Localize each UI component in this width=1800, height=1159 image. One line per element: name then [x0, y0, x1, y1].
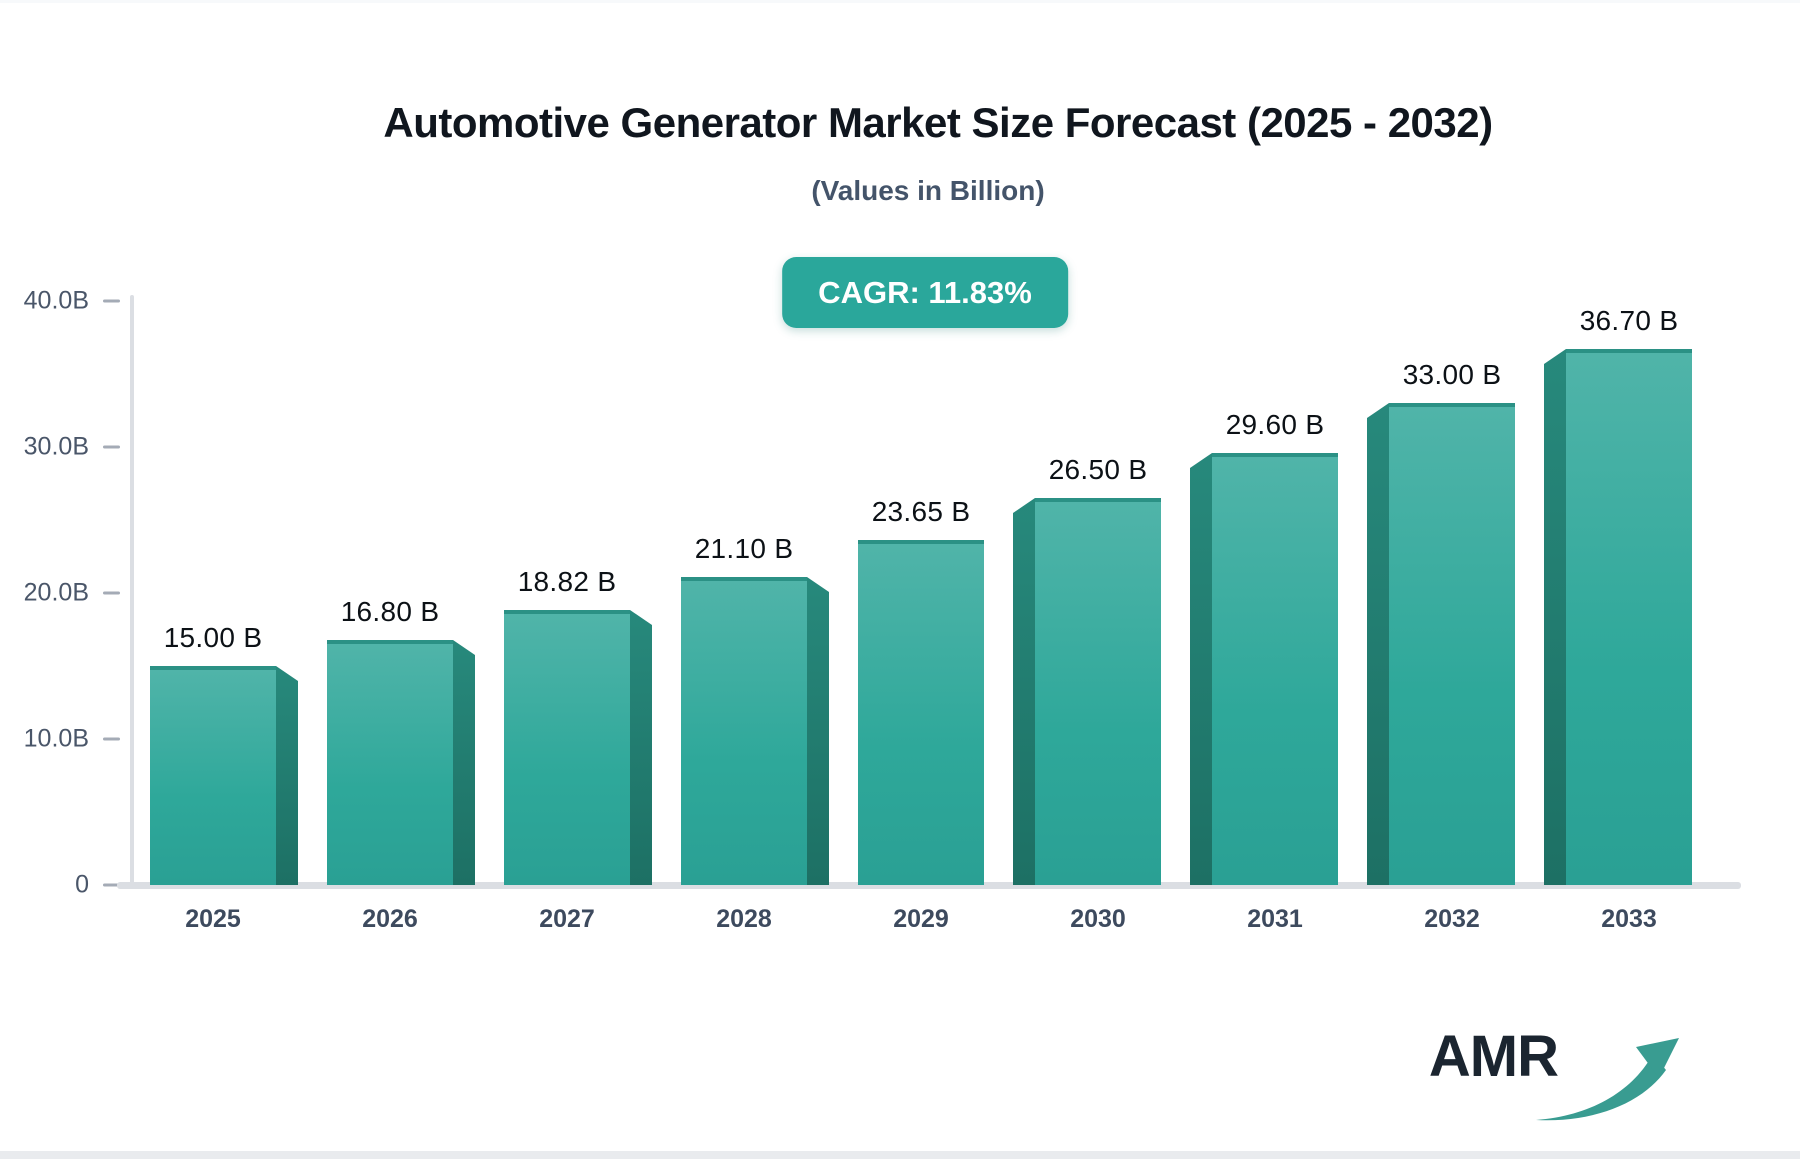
- y-axis: 40.0B 30.0B 20.0B 10.0B 0: [0, 287, 120, 899]
- bar-3d-side: [1190, 453, 1212, 885]
- y-axis-tick: 0: [19, 871, 120, 900]
- bar[interactable]: [1367, 403, 1515, 885]
- bar-3d-side: [276, 666, 298, 885]
- x-axis-category-label: 2030: [1070, 905, 1126, 933]
- bar-group: 29.60 B 2031: [1190, 301, 1389, 933]
- bar-group: 16.80 B 2026: [327, 301, 504, 933]
- bar-3d-side: [630, 610, 652, 885]
- bar[interactable]: [327, 640, 475, 885]
- bar-value-label: 29.60 B: [1225, 409, 1325, 440]
- chart-title: Automotive Generator Market Size Forecas…: [383, 99, 1493, 146]
- bar[interactable]: [1190, 453, 1338, 885]
- chart-subtitle: (Values in Billion): [811, 175, 1045, 206]
- cagr-badge: CAGR: 11.83%: [782, 257, 1068, 328]
- tick-mark: [103, 591, 120, 595]
- y-axis-tick: 20.0B: [19, 579, 120, 608]
- bar-3d-side: [1544, 349, 1566, 885]
- bar-value-label: 18.82 B: [517, 566, 617, 597]
- bar-group: 21.10 B 2028: [681, 301, 858, 933]
- x-axis-baseline: [117, 882, 1741, 889]
- amr-logo-text: AMR: [1428, 1024, 1559, 1089]
- bar-group: 23.65 B 2029: [858, 301, 1035, 933]
- y-axis-tick: 10.0B: [19, 725, 120, 754]
- bar-3d-side: [1013, 498, 1035, 885]
- bar-value-label: 21.10 B: [694, 533, 794, 564]
- bar-3d-side: [807, 577, 829, 885]
- bar[interactable]: [858, 540, 984, 885]
- trend-up-arrow-icon: [1536, 1038, 1679, 1121]
- bar[interactable]: [504, 610, 652, 885]
- bars-container: 15.00 B 2025 16.80 B 2026 18.82 B 2027 2…: [150, 301, 1743, 933]
- tick-mark: [103, 299, 120, 303]
- tick-mark: [103, 737, 120, 741]
- bar-3d-side: [1367, 403, 1389, 885]
- x-axis-category-label: 2028: [716, 905, 772, 933]
- bar-group: 15.00 B 2025: [150, 301, 327, 933]
- bar-group: 36.70 B 2033: [1544, 301, 1743, 933]
- bar-value-label: 15.00 B: [163, 622, 263, 653]
- bar-group: 26.50 B 2030: [1013, 301, 1212, 933]
- bar-value-label: 26.50 B: [1048, 454, 1148, 485]
- bar-value-label: 36.70 B: [1579, 305, 1679, 336]
- x-axis-category-label: 2026: [362, 905, 418, 933]
- bar[interactable]: [1544, 349, 1692, 885]
- x-axis-category-label: 2033: [1601, 905, 1657, 933]
- bar-group: 33.00 B 2032: [1367, 301, 1566, 933]
- x-axis-category-label: 2025: [185, 905, 241, 933]
- bar[interactable]: [681, 577, 829, 885]
- tick-mark: [103, 445, 120, 449]
- tick-mark: [103, 883, 120, 887]
- y-axis-tick-label: 0: [75, 870, 89, 899]
- amr-logo: AMR: [1429, 1028, 1682, 1125]
- bar-group: 18.82 B 2027: [504, 301, 681, 933]
- y-axis-line: [130, 295, 134, 885]
- bar-value-label: 23.65 B: [871, 496, 971, 527]
- bar-value-label: 33.00 B: [1402, 359, 1502, 390]
- x-axis-category-label: 2029: [893, 905, 949, 933]
- y-axis-tick: 30.0B: [19, 433, 120, 462]
- bar[interactable]: [150, 666, 298, 885]
- y-axis-tick: 40.0B: [19, 287, 120, 316]
- x-axis-category-label: 2032: [1424, 905, 1480, 933]
- y-axis-tick-label: 40.0B: [23, 286, 89, 315]
- x-axis-category-label: 2031: [1247, 905, 1303, 933]
- y-axis-tick-label: 20.0B: [23, 578, 89, 607]
- bar[interactable]: [1013, 498, 1161, 885]
- bar-3d-side: [453, 640, 475, 885]
- x-axis-category-label: 2027: [539, 905, 595, 933]
- y-axis-tick-label: 30.0B: [23, 432, 89, 461]
- bar-value-label: 16.80 B: [340, 596, 440, 627]
- y-axis-tick-label: 10.0B: [23, 724, 89, 753]
